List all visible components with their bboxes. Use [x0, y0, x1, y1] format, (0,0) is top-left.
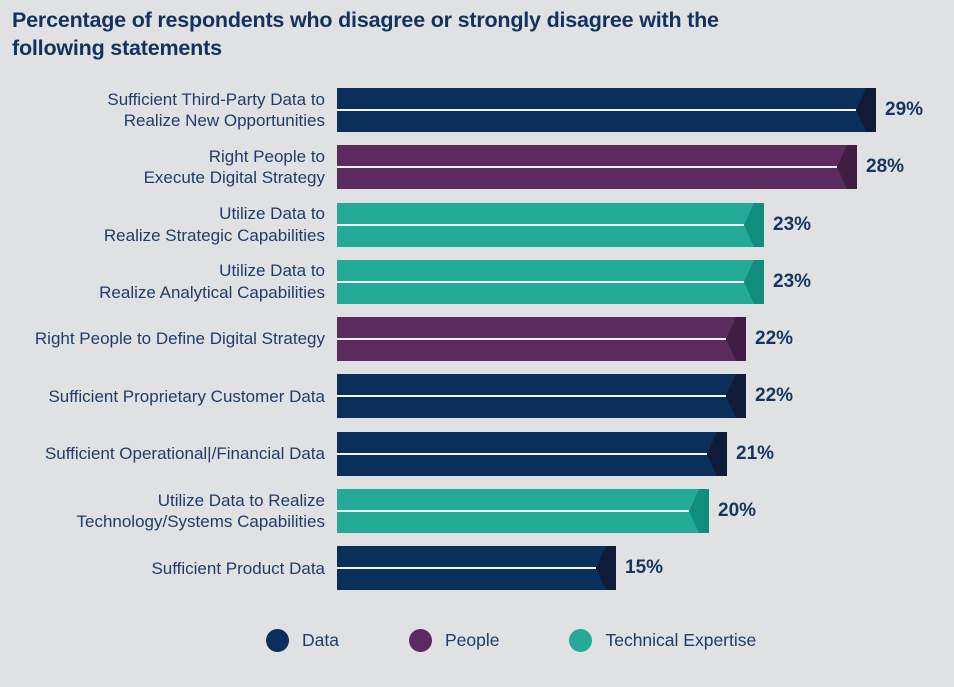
bar-row: Sufficient Operational|/Financial Data 21… [0, 431, 954, 476]
bar-midline [337, 280, 744, 283]
category-label: Sufficient Third-Party Data to Realize Ne… [0, 89, 337, 132]
bar-endcap-arrow-icon [707, 431, 727, 476]
bar-chart: Sufficient Third-Party Data to Realize Ne… [0, 88, 954, 604]
bar-endcap-arrow-icon [744, 202, 764, 247]
category-label: Utilize Data to Realize Technology/System… [0, 490, 337, 533]
category-label: Utilize Data to Realize Strategic Capabil… [0, 203, 337, 246]
legend-label: People [444, 630, 500, 650]
bar [337, 374, 746, 419]
bar-row: Utilize Data to Realize Strategic Capabil… [0, 202, 954, 247]
bar-area: 15% [337, 546, 664, 591]
category-label-line: Realize New Opportunities [123, 111, 325, 130]
legend-item-people: People [408, 629, 500, 652]
chart-title-line2: following statements [12, 36, 222, 61]
bar-midline [337, 166, 837, 169]
legend-item-data: Data [266, 629, 339, 652]
bar [337, 317, 746, 362]
bar-row: Right People to Define Digital Strategy 2… [0, 317, 954, 362]
value-label: 20% [718, 500, 757, 522]
bar [337, 88, 876, 132]
legend-label: Data [302, 630, 339, 650]
bar [337, 546, 616, 591]
bar [337, 489, 709, 534]
legend: Data People Technical Expertise [266, 629, 756, 652]
bar-row: Right People to Execute Digital Strategy 2… [0, 145, 954, 190]
category-label-line: Realize Analytical Capabilities [99, 282, 325, 302]
category-label-line: Technology/Systems Capabilities [76, 512, 325, 532]
value-label: 23% [773, 270, 812, 292]
category-label: Right People to Execute Digital Strategy [0, 146, 337, 189]
legend-swatch-circle-icon [569, 629, 593, 652]
bar-row: Utilize Data to Realize Analytical Capabi… [0, 259, 954, 304]
bar-endcap-arrow-icon [744, 259, 764, 304]
bar-row: Sufficient Third-Party Data to Realize Ne… [0, 88, 954, 132]
bar [337, 145, 857, 190]
category-label-line: Execute Digital Strategy [143, 168, 325, 188]
category-label: Sufficient Product Data [0, 558, 337, 579]
bar-endcap-arrow-icon [726, 374, 746, 419]
bar-midline [337, 452, 707, 455]
bar-row: Utilize Data to Realize Technology/System… [0, 489, 954, 534]
category-label-line: Sufficient Proprietary Customer Data [48, 386, 325, 406]
bar-area: 23% [337, 202, 812, 247]
category-label: Utilize Data to Realize Analytical Capabi… [0, 260, 337, 303]
category-label: Right People to Define Digital Strategy [0, 328, 337, 349]
category-label-line: Realize Strategic Capabilities [103, 225, 325, 245]
value-label: 15% [625, 557, 664, 579]
chart-title: Percentage of respondents who disagree o… [12, 6, 852, 63]
bar [337, 259, 764, 304]
legend-label: Technical Expertise [605, 630, 757, 650]
category-label-line: Utilize Data to Realize [157, 490, 325, 510]
bar-midline [337, 223, 744, 226]
value-label: 23% [773, 213, 812, 235]
value-label: 29% [885, 99, 924, 120]
bar-midline [337, 510, 689, 513]
category-label-line: Utilize Data to [219, 204, 325, 224]
value-label: 22% [755, 385, 794, 407]
bar-area: 22% [337, 317, 794, 362]
bar-midline [337, 338, 726, 341]
legend-swatch-circle-icon [266, 629, 289, 652]
bar-endcap-arrow-icon [596, 546, 616, 591]
category-label: Sufficient Proprietary Customer Data [0, 386, 337, 407]
bar-row: Sufficient Product Data 15% [0, 546, 954, 591]
bar-area: 20% [337, 489, 757, 534]
category-label-line: Sufficient Operational|/Financial Data [44, 444, 325, 464]
bar-area: 22% [337, 374, 794, 419]
bar-midline [337, 109, 856, 111]
bar-area: 23% [337, 259, 812, 304]
category-label-line: Sufficient Third-Party Data to [107, 89, 325, 109]
value-label: 22% [755, 328, 794, 350]
bar-area: 21% [337, 431, 775, 476]
category-label: Sufficient Operational|/Financial Data [0, 443, 337, 464]
bar-area: 28% [337, 145, 905, 190]
value-label: 21% [736, 442, 775, 464]
bar [337, 431, 727, 476]
bar-endcap-arrow-icon [837, 145, 857, 190]
bar-midline [337, 395, 726, 398]
bar-row: Sufficient Proprietary Customer Data 22% [0, 374, 954, 419]
value-label: 28% [866, 156, 905, 178]
chart-title-line1: Percentage of respondents who disagree o… [12, 8, 719, 32]
bar-midline [337, 567, 596, 570]
bar [337, 202, 764, 247]
category-label-line: Sufficient Product Data [151, 558, 325, 578]
bar-endcap-arrow-icon [726, 317, 746, 362]
bar-endcap-arrow-icon [856, 88, 876, 132]
category-label-line: Right People to Define Digital Strategy [34, 329, 325, 349]
category-label-line: Right People to [208, 146, 325, 166]
legend-item-technical-expertise: Technical Expertise [569, 629, 756, 652]
legend-swatch-circle-icon [408, 629, 432, 652]
bar-endcap-arrow-icon [689, 489, 709, 534]
category-label-line: Utilize Data to [219, 261, 325, 281]
bar-area: 29% [337, 88, 923, 132]
